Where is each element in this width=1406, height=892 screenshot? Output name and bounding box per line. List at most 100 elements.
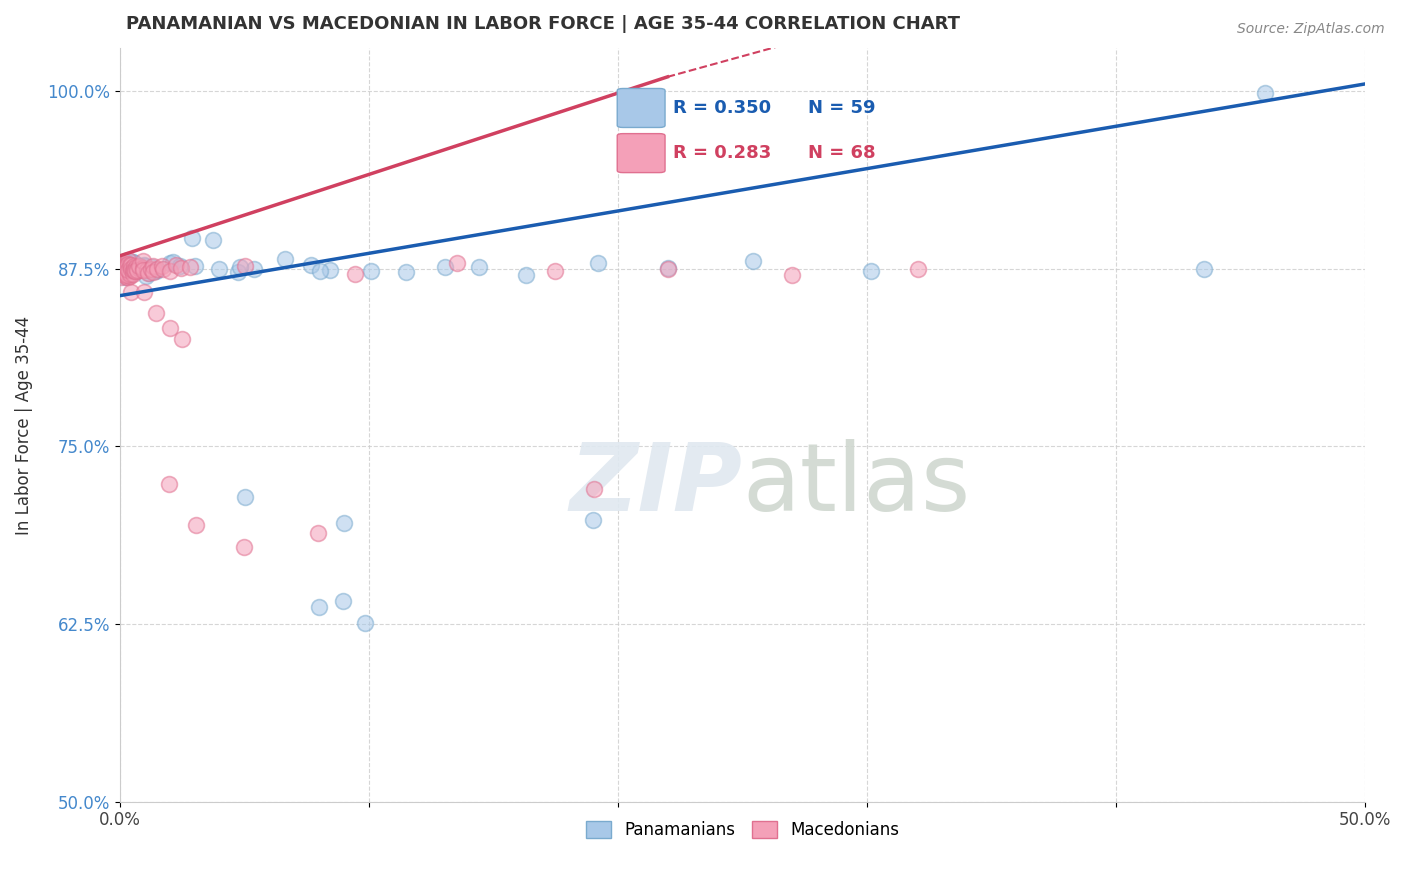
Point [588,255,610,269]
Point [117,268,139,282]
Point [115,265,138,279]
Point [135,269,157,284]
Point [121,266,143,280]
Point [112,262,135,277]
Point [115,259,138,273]
Point [122,263,145,277]
Point [208,262,231,277]
Point [446,256,468,270]
Point [112,268,135,282]
Point [115,258,138,272]
Point [115,263,138,277]
Point [233,259,256,273]
Point [308,600,330,615]
Point [128,259,150,273]
Point [170,261,193,276]
Point [125,260,148,274]
Point [179,260,201,274]
Point [114,260,136,275]
Point [159,264,181,278]
Point [121,255,143,269]
Point [114,254,136,268]
Point [468,260,491,274]
Point [128,261,150,276]
Point [907,262,929,277]
Point [354,616,377,631]
Legend: Panamanians, Macedonians: Panamanians, Macedonians [579,814,905,846]
Text: N = 59: N = 59 [808,99,876,117]
Text: N = 68: N = 68 [808,145,876,162]
Y-axis label: In Labor Force | Age 35-44: In Labor Force | Age 35-44 [15,316,32,534]
Point [132,254,155,268]
Point [333,516,356,531]
Point [117,257,139,271]
Point [145,263,167,277]
Point [145,306,167,320]
Point [141,260,163,274]
Point [142,265,165,279]
Point [157,476,180,491]
Point [118,258,141,272]
Point [184,518,207,533]
Point [165,258,187,272]
Point [120,258,142,272]
Point [274,252,297,266]
Text: R = 0.283: R = 0.283 [673,145,772,162]
Point [127,262,149,277]
Point [117,269,139,284]
Point [118,268,141,282]
Point [122,267,145,281]
Point [136,266,159,280]
Point [110,269,132,284]
Point [319,263,342,277]
Point [121,260,143,275]
Point [233,490,256,504]
Point [159,256,181,270]
Point [110,259,132,273]
Point [202,233,225,247]
Point [152,262,174,277]
Point [118,268,141,283]
Point [114,262,136,277]
Point [129,259,152,273]
Text: R = 0.350: R = 0.350 [673,99,772,117]
Point [299,258,322,272]
Point [433,260,456,274]
Point [127,262,149,277]
Point [122,263,145,277]
Point [582,513,605,527]
Point [146,261,169,276]
Point [394,265,416,279]
Point [120,267,142,281]
Point [184,259,207,273]
Point [242,261,264,276]
Point [115,257,138,271]
Point [114,269,136,284]
Point [515,268,537,282]
Point [120,263,142,277]
Point [142,259,165,273]
Point [114,265,136,279]
Point [332,594,354,608]
Point [128,260,150,275]
Point [127,262,149,277]
Point [1254,86,1277,100]
Point [122,255,145,269]
Text: atlas: atlas [742,439,970,532]
Point [582,482,605,496]
Point [138,262,160,277]
Point [343,267,366,281]
Point [307,525,329,540]
FancyBboxPatch shape [617,88,665,128]
Point [226,264,249,278]
Point [120,285,142,299]
Point [657,260,679,275]
Point [125,264,148,278]
Point [742,254,765,268]
Point [159,320,181,334]
Point [308,264,330,278]
Text: Source: ZipAtlas.com: Source: ZipAtlas.com [1237,22,1385,37]
Point [121,263,143,277]
Point [132,285,155,300]
Point [228,260,250,274]
